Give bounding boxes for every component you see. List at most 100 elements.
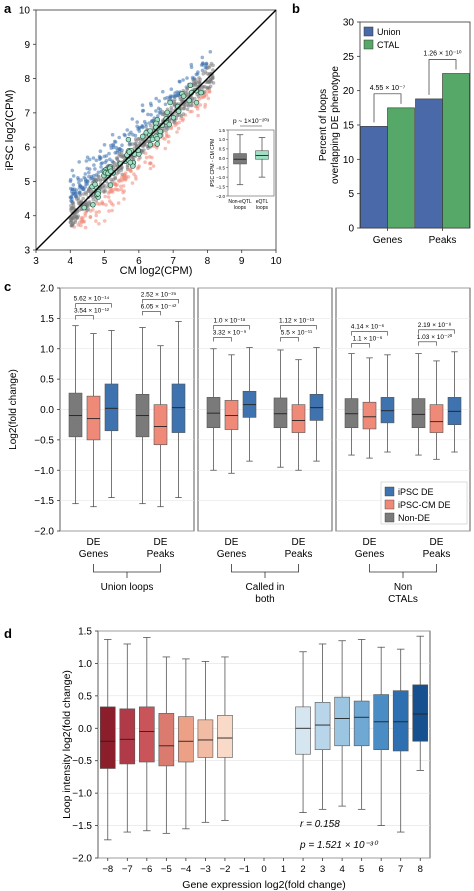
subgroup-label: Genes (355, 549, 384, 560)
inset-y-tick-label: −1.5 (216, 184, 225, 189)
pvalue-bracket (142, 311, 161, 316)
scatter-point (107, 151, 111, 156)
scatter-point (143, 151, 148, 156)
scatter-point (85, 155, 90, 160)
eqtl-point (180, 93, 187, 99)
y-tick-label: 6 (24, 143, 30, 154)
scatter-point (190, 103, 194, 108)
scatter-point (208, 84, 213, 89)
bar-ctal-genes (387, 107, 415, 229)
y-axis-label: Percent of loops (318, 89, 329, 161)
bar-panel-b: 0 5 10 15 20 25 30 4.55 × 10⁻⁷ Genes 1.26 × 10⁻¹⁰… (318, 18, 471, 246)
scatter-point (140, 124, 145, 128)
box-x2-box (295, 706, 311, 755)
y-tick-label: 25 (343, 52, 355, 63)
scatter-point (202, 95, 207, 99)
scatter-point (147, 155, 152, 159)
scatter-point (156, 106, 161, 111)
scatter-point (144, 155, 149, 160)
scatter-point (69, 204, 73, 208)
scatter-point (87, 167, 92, 171)
scatter-point (133, 174, 138, 179)
eqtl-point (126, 149, 133, 155)
scatter-point (114, 145, 119, 150)
x-tick-label: 4 (339, 864, 344, 875)
x-tick-label: 3 (320, 864, 325, 875)
pvalue-bracket (75, 303, 112, 308)
scatter-point (81, 192, 86, 196)
eqtl-point (166, 121, 173, 128)
box-x-6-box (139, 706, 155, 763)
x-tick-label: 7 (398, 864, 403, 875)
scatter-point (163, 102, 168, 107)
group-label: Union loops (101, 582, 154, 593)
scatter-point (201, 72, 206, 76)
scatter-point (76, 176, 80, 180)
scatter-point (94, 210, 99, 215)
eqtl-point (125, 136, 132, 143)
eqtl-point (149, 136, 156, 143)
scatter-point (111, 142, 115, 147)
scatter-point (73, 191, 78, 195)
pvalue-bracket (213, 325, 250, 330)
x-tick-label: 8 (418, 864, 423, 875)
scatter-point (149, 113, 153, 117)
scatter-point (185, 107, 190, 112)
subgroup-label: DE (225, 537, 239, 548)
scatter-point (131, 142, 135, 146)
inset-category-label: loops (234, 205, 246, 211)
scatter-point (97, 210, 101, 214)
eqtl-point (147, 128, 153, 134)
significance-pvalue: 1.26 × 10⁻¹⁰ (423, 50, 461, 58)
legend-label: iPSC DE (398, 487, 434, 497)
scatter-point (79, 178, 83, 182)
x-axis-label: Gene expression log2(fold change) (182, 879, 345, 891)
eqtl-point (167, 99, 173, 106)
box-box (411, 398, 426, 429)
scatter-point (115, 183, 119, 187)
scatter-point (94, 213, 98, 218)
x-tick-label: −7 (122, 864, 133, 875)
scatter-point (193, 96, 197, 101)
box-x-2-box (217, 715, 233, 758)
x-tick-label: −3 (200, 864, 211, 875)
scatter-point (80, 185, 85, 190)
x-category-label: Peaks (429, 235, 457, 246)
inset-y-tick-label: 1.5 (219, 128, 226, 133)
scatter-point (130, 181, 135, 185)
scatter-point (83, 172, 88, 176)
scatter-point (140, 109, 145, 113)
scatter-point (91, 198, 96, 202)
y-tick-label: 30 (343, 18, 355, 29)
scatter-point (190, 109, 194, 114)
box-x-4-box (178, 716, 194, 763)
scatter-point (127, 132, 131, 137)
scatter-point (70, 197, 74, 201)
identity-line (35, 9, 277, 251)
x-tick-label: 4 (68, 256, 74, 267)
scatter-point (68, 179, 73, 184)
eqtl-point (107, 168, 114, 174)
legend-label: Non-DE (398, 513, 430, 523)
inset-y-tick-label: −2.0 (216, 194, 225, 199)
scatter-point (204, 61, 209, 66)
x-category-label: Genes (373, 235, 402, 246)
scatter-point (116, 201, 121, 205)
scatter-point (87, 170, 91, 175)
scatter-point (84, 179, 88, 184)
scatter-point (154, 109, 158, 113)
inset-y-tick-label: −1.0 (216, 175, 225, 180)
pvalue-label: 5.62 × 10⁻¹⁴ (74, 296, 110, 303)
scatter-point (156, 114, 160, 118)
scatter-point (121, 184, 126, 188)
scatter-point (99, 156, 103, 160)
inset-y-tick-label: −0.5 (216, 166, 225, 171)
box-box (291, 404, 306, 433)
scatter-point (89, 189, 94, 194)
pvalue-bracket (142, 299, 179, 304)
eqtl-point (130, 163, 136, 169)
scatter-point (77, 190, 82, 195)
y-tick-label: −1.0 (34, 466, 54, 477)
pvalue-bracket (351, 331, 388, 336)
scatter-point (98, 149, 103, 153)
